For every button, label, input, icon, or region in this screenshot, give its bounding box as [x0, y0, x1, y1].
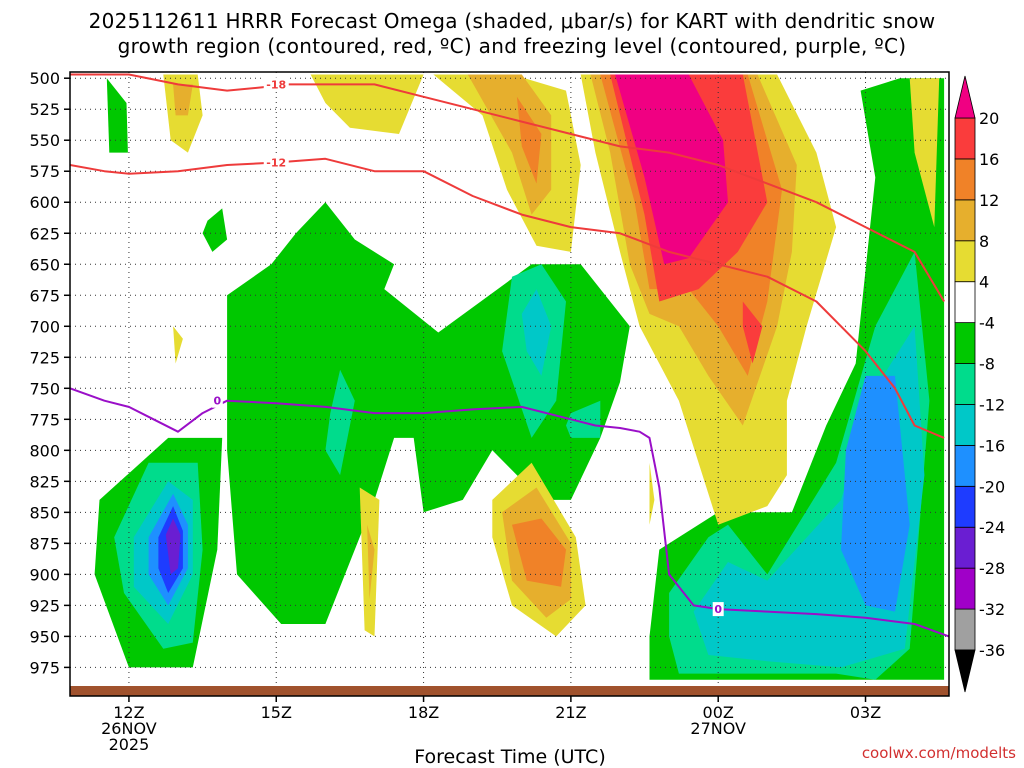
- dgz-contour-0: [70, 73, 817, 204]
- colorbar-under-triangle: [954, 649, 976, 693]
- colorbar-bin: [954, 281, 976, 324]
- colorbar-over-triangle: [954, 75, 976, 119]
- colorbar-tick-label: -4: [979, 314, 995, 333]
- y-tick-label: 650: [29, 255, 60, 274]
- colorbar-tick-label: -28: [979, 559, 1005, 578]
- colorbar-tick-label: -20: [979, 477, 1005, 496]
- plot-frame: [69, 71, 950, 697]
- ground-bar: [70, 686, 949, 696]
- colorbar-tick-label: -16: [979, 436, 1005, 455]
- y-tick-label: 875: [29, 534, 60, 553]
- colorbar-tick-label: 12: [979, 191, 999, 210]
- y-tick-label: 975: [29, 658, 60, 677]
- y-tick-label: 775: [29, 410, 60, 429]
- omega-region-0: [106, 78, 128, 153]
- y-tick-label: 800: [29, 441, 60, 460]
- freezing-label-left-bg: [211, 393, 223, 408]
- colorbar-bin: [954, 444, 976, 487]
- y-tick-label: 675: [29, 286, 60, 305]
- y-tick-label: 500: [29, 69, 60, 88]
- omega-region-12: [566, 400, 601, 438]
- colorbar-bin: [954, 526, 976, 569]
- colorbar-tick-label: 16: [979, 150, 999, 169]
- colorbar-bin: [954, 117, 976, 160]
- omega-region-17: [713, 574, 738, 631]
- freezing-label-right: 0: [714, 603, 722, 616]
- x-tick-label: 26NOV: [101, 719, 157, 738]
- y-tick-label: 825: [29, 472, 60, 491]
- freezing-label-right-bg: [712, 602, 724, 617]
- y-tick-label: 625: [29, 224, 60, 243]
- x-tick-label: 18Z: [408, 703, 439, 722]
- x-tick-label: 12Z: [113, 703, 144, 722]
- x-tick-label: 00Z: [703, 703, 734, 722]
- dgz-label-bottom-bg: [263, 155, 289, 170]
- colorbar-bin: [954, 485, 976, 528]
- colorbar-bin: [954, 363, 976, 405]
- x-tick-label: 2025: [109, 735, 150, 754]
- colorbar-tick-label: -32: [979, 600, 1005, 619]
- y-tick-label: 525: [29, 100, 60, 119]
- omega-region-37: [649, 462, 655, 525]
- y-tick-label: 900: [29, 565, 60, 584]
- dgz-label-bottom: -12: [266, 157, 286, 170]
- y-tick-label: 925: [29, 596, 60, 615]
- colorbar-bin: [954, 199, 976, 242]
- omega-region-28: [615, 74, 728, 265]
- y-tick-label: 600: [29, 193, 60, 212]
- y-tick-label: 550: [29, 131, 60, 150]
- y-tick-label: 700: [29, 317, 60, 336]
- colorbar-tick-label: 20: [979, 109, 999, 128]
- omega-region-29: [742, 301, 763, 364]
- colorbar-tick-label: -12: [979, 395, 1005, 414]
- omega-region-10: [521, 289, 552, 376]
- y-tick-label: 725: [29, 348, 60, 367]
- y-tick-label: 850: [29, 503, 60, 522]
- x-tick-label: 27NOV: [690, 719, 746, 738]
- dgz-label-top: -18: [266, 78, 286, 91]
- colorbar-tick-label: -8: [979, 355, 995, 374]
- colorbar-bin: [954, 567, 976, 610]
- omega-region-30: [909, 78, 940, 228]
- x-tick-label: 15Z: [261, 703, 292, 722]
- chart-title-line-1: 2025112611 HRRR Forecast Omega (shaded, …: [88, 9, 936, 33]
- colorbar-tick-label: -36: [979, 641, 1005, 660]
- colorbar-bin: [954, 240, 976, 283]
- omega-region-11: [325, 369, 355, 476]
- colorbar-tick-label: 8: [979, 232, 989, 251]
- y-tick-label: 750: [29, 379, 60, 398]
- colorbar-tick-label: -24: [979, 518, 1005, 537]
- dgz-label-top-bg: [263, 77, 289, 92]
- omega-region-36: [512, 518, 566, 587]
- colorbar-bin: [954, 608, 976, 651]
- colorbar-bin: [954, 404, 976, 446]
- colorbar-bin: [954, 322, 976, 364]
- y-tick-label: 575: [29, 162, 60, 181]
- omega-region-31: [173, 326, 183, 364]
- x-tick-label: 21Z: [555, 703, 586, 722]
- y-tick-label: 950: [29, 627, 60, 646]
- omega-region-16: [841, 375, 910, 612]
- colorbar-bin: [954, 158, 976, 201]
- site-credit-link[interactable]: coolwx.com/modelts: [861, 744, 1016, 762]
- omega-region-6: [165, 518, 181, 575]
- omega-region-23: [516, 96, 542, 184]
- dgz-contour-1: [70, 157, 945, 439]
- chart-title-line-2: growth region (contoured, red, ºC) and f…: [117, 34, 907, 58]
- omega-region-7: [202, 208, 228, 252]
- omega-region-33: [367, 524, 375, 600]
- freezing-level-line: [70, 387, 949, 638]
- omega-region-19: [173, 84, 193, 116]
- colorbar-tick-label: 4: [979, 273, 989, 292]
- x-axis-label: Forecast Time (UTC): [414, 746, 606, 768]
- dgz-contour-2: [815, 201, 945, 303]
- x-tick-label: 03Z: [850, 703, 881, 722]
- freezing-label-left: 0: [213, 395, 221, 408]
